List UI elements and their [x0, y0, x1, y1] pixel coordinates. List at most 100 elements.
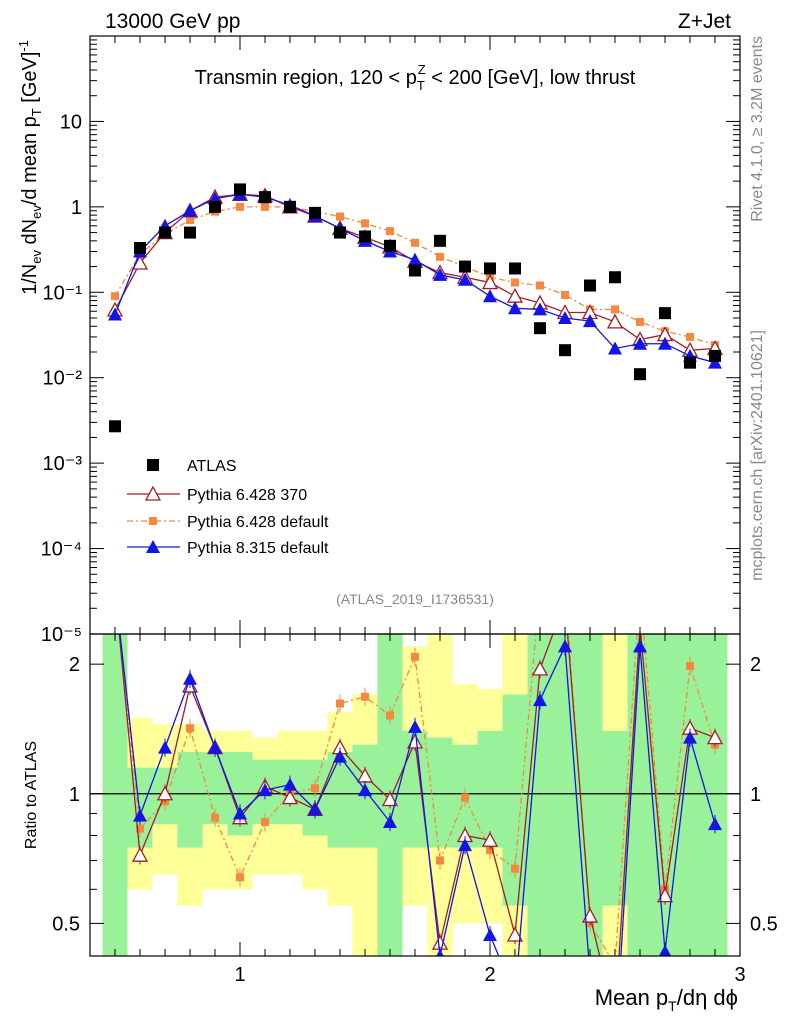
legend-p8-label: Pythia 8.315 default — [187, 540, 329, 557]
band-green — [177, 752, 203, 848]
atlas-point — [134, 241, 146, 254]
p6-370-point — [506, 926, 524, 942]
p8-point — [558, 311, 572, 325]
p6-default-point — [636, 317, 644, 326]
legend-p6-370-marker — [144, 485, 162, 501]
p6-default-point — [411, 238, 419, 247]
atlas-point — [434, 234, 446, 247]
atlas-point — [209, 200, 221, 213]
p8-point — [408, 719, 422, 733]
p6-default-point — [386, 227, 394, 236]
p8-point — [533, 302, 547, 316]
p8-point — [608, 341, 622, 355]
p8-line — [114, 193, 716, 364]
p6-default-point — [261, 817, 269, 826]
main-y-axis-title: 1/Nev dNev/d mean pT [GeV]-1 — [16, 40, 44, 295]
band-green — [577, 634, 603, 956]
p6-370-point — [108, 581, 122, 594]
band-green — [677, 634, 703, 956]
p6-370-point — [131, 254, 149, 270]
process-label: Z+Jet — [678, 10, 731, 33]
main-y-tick-label: 10⁻² — [43, 368, 83, 390]
band-green — [302, 759, 328, 836]
ratio-y-axis-title: Ratio to ATLAS — [23, 741, 40, 849]
p6-default-point — [686, 332, 694, 341]
p8-point — [158, 740, 172, 754]
atlas-point — [659, 307, 671, 320]
p6-default-point — [186, 724, 194, 733]
p8-point — [458, 272, 472, 286]
atlas-point — [534, 322, 546, 335]
main-y-tick-label: 10⁻¹ — [43, 282, 83, 304]
ratio-y-tick-label-right: 2 — [750, 654, 761, 676]
atlas-point — [334, 226, 346, 239]
p6-default-point — [686, 662, 694, 671]
p8-point — [583, 314, 597, 328]
p8-point — [458, 838, 472, 852]
ratio-y-tick-label-left: 0.5 — [52, 913, 80, 935]
ratio-y-tick-label-right: 1 — [750, 784, 761, 806]
atlas-point — [234, 183, 246, 196]
axes: 10⁻⁵ 10⁻⁴ 10⁻³ 10⁻² 10⁻¹ 1 10 1 2 3 0.5 0.5 1 1 2 2 — [41, 36, 778, 986]
p6-default-point — [511, 864, 519, 873]
ratio-y-tick-label-left: 1 — [69, 784, 80, 806]
p6-370-point — [281, 789, 299, 805]
p8-point — [133, 808, 147, 822]
p6-default-point — [136, 824, 144, 833]
p8-point — [283, 777, 297, 791]
main-y-tick-label: 1 — [71, 197, 82, 219]
p6-default-point — [436, 252, 444, 261]
p6-default-point — [561, 290, 569, 299]
energy-label: 13000 GeV pp — [105, 10, 240, 33]
p8-point — [708, 817, 722, 831]
p8-point — [558, 639, 572, 653]
p8-point — [308, 802, 322, 816]
ratio-y-tick-label-left: 2 — [69, 654, 80, 676]
p6-default-point — [436, 856, 444, 865]
p6-370-point — [481, 274, 499, 290]
p8-point — [183, 671, 197, 685]
p6-370-point — [558, 594, 572, 607]
plot-title: Transmin region, 120 < pTZ < 200 [GeV], … — [195, 62, 636, 93]
p6-370-point — [131, 846, 149, 862]
p6-370-point — [606, 313, 624, 329]
rivet-label: Rivet 4.1.0, ≥ 3.2M events — [749, 36, 766, 222]
p8-point — [633, 639, 647, 653]
p8-point — [658, 336, 672, 350]
p6-default-point — [336, 212, 344, 221]
atlas-point — [609, 271, 621, 284]
p8-point — [433, 267, 447, 281]
p8-point — [108, 581, 122, 594]
p6-default-point — [361, 219, 369, 228]
mcplots-label: mcplots.cern.ch [arXiv:2401.10621] — [749, 330, 766, 581]
p6-default-point — [111, 292, 119, 301]
p6-default-point — [386, 711, 394, 720]
ratio-series-group — [108, 581, 724, 969]
p8-point — [333, 749, 347, 763]
legend: ATLAS Pythia 6.428 370 Pythia 6.428 defa… — [127, 458, 329, 557]
p6-default-point — [111, 584, 119, 592]
p8-point — [508, 301, 522, 315]
p6-default-point — [361, 692, 369, 701]
x-tick-label: 3 — [734, 964, 745, 986]
x-tick-label: 2 — [484, 964, 495, 986]
p6-default-point — [261, 202, 269, 211]
legend-atlas-label: ATLAS — [187, 458, 237, 475]
p6-default-point — [611, 961, 619, 969]
ratio-frame — [89, 633, 741, 957]
atlas-point — [409, 264, 421, 277]
main-y-tick-label: 10⁻⁵ — [41, 624, 82, 646]
p6-default-point — [336, 699, 344, 708]
legend-p8-marker — [146, 540, 160, 553]
x-axis-title: Mean pT/dη dϕ — [595, 985, 738, 1014]
band-group — [102, 634, 728, 956]
p6-default-point — [236, 202, 244, 211]
band-green — [102, 634, 128, 956]
band-green — [327, 752, 353, 848]
p6-default-point — [186, 216, 194, 225]
p8-point — [683, 730, 697, 744]
p6-default-point — [636, 584, 644, 592]
p8-point — [183, 203, 197, 217]
p6-default-point — [611, 305, 619, 314]
p6-default-point — [536, 281, 544, 290]
